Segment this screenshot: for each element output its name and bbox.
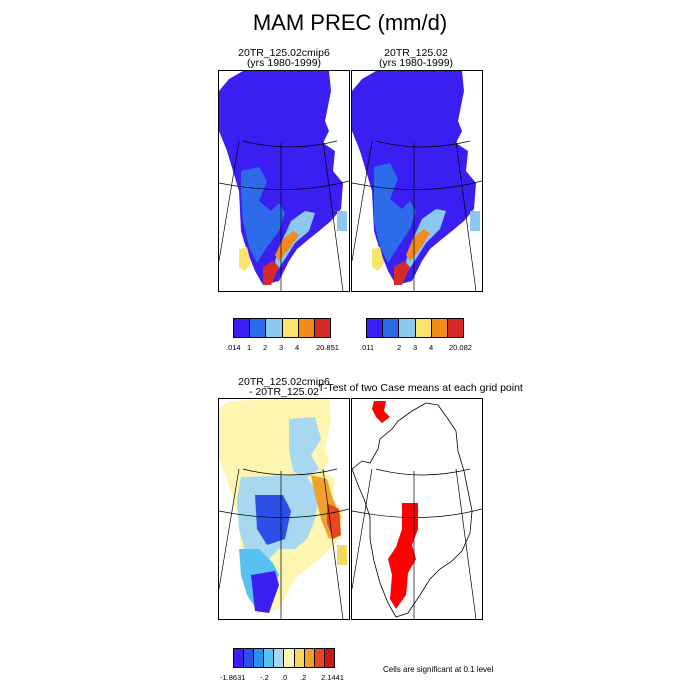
greenland-coastline — [352, 402, 473, 618]
colorbar-swatch — [431, 319, 448, 337]
colorbar-label: 3 — [413, 343, 418, 352]
panel-3-minus-case: - 20TR_125.02 — [248, 386, 320, 398]
region-negative-diff — [255, 495, 291, 545]
colorbar-label: 3 — [279, 343, 284, 352]
colorbar-swatch — [367, 319, 384, 337]
colorbar-label: .011 — [360, 343, 375, 352]
region-iceland-diff — [337, 545, 347, 565]
latitude-line — [375, 468, 471, 476]
longitude-line — [219, 140, 240, 262]
colorbar-swatch — [234, 649, 245, 667]
region-highest-precip — [394, 261, 410, 285]
panel-2-title: 20TR_125.02 (yrs 1980-1999) — [351, 47, 481, 69]
panel-4-title: T-Test of two Case means at each grid po… — [318, 382, 523, 394]
region-low-precip — [241, 167, 285, 263]
colorbar-label: 4 — [429, 343, 434, 352]
colorbar-swatch — [254, 649, 265, 667]
colorbar-case1 — [233, 318, 331, 338]
longitude-line — [322, 140, 344, 291]
colorbar-swatch — [274, 649, 285, 667]
panel-3-title: 20TR_125.02cmip6 - 20TR_125.02 — [219, 376, 349, 398]
colorbar-difference — [233, 648, 335, 668]
colorbar-swatch — [294, 649, 305, 667]
panel-1-case: 20TR_125.02cmip6 — [238, 47, 330, 59]
map-panel-ttest — [351, 398, 483, 620]
colorbar-swatch — [447, 319, 464, 337]
latitude-line — [219, 180, 349, 190]
region-strong-negative-diff — [251, 571, 279, 613]
colorbar-swatch — [264, 649, 275, 667]
colorbar-swatch — [298, 319, 315, 337]
colorbar-swatch — [284, 649, 295, 667]
panel-1-title: 20TR_125.02cmip6 (yrs 1980-1999) — [219, 47, 349, 69]
region-iceland-precip — [337, 211, 347, 231]
colorbar-swatch — [324, 649, 334, 667]
region-highest-precip — [263, 261, 279, 285]
latitude-line — [242, 468, 338, 476]
colorbar-swatch — [244, 649, 255, 667]
panel-3-case: 20TR_125.02cmip6 — [238, 376, 330, 388]
region-moderate-precip — [239, 247, 251, 271]
map-panel-case2 — [351, 70, 483, 292]
colorbar-swatch — [250, 319, 267, 337]
colorbar-swatch — [266, 319, 283, 337]
latitude-line — [242, 140, 338, 148]
longitude-line — [352, 140, 373, 262]
longitude-line — [219, 468, 240, 590]
figure-title: MAM PREC (mm/d) — [252, 10, 448, 35]
colorbar-label: .0 — [281, 673, 288, 682]
colorbar-swatch — [314, 319, 331, 337]
longitude-line — [352, 468, 373, 590]
significance-note: Cells are significant at 0.1 level — [383, 665, 494, 674]
colorbar-label: 4 — [295, 343, 300, 352]
map-case2-plot — [352, 71, 482, 291]
colorbar-label: -1.8631 — [220, 673, 246, 682]
colorbar-swatch — [314, 649, 325, 667]
panel-2-case: 20TR_125.02 — [384, 47, 448, 59]
latitude-line — [375, 140, 471, 148]
colorbar-label: 2 — [263, 343, 268, 352]
colorbar-swatch — [399, 319, 416, 337]
latitude-line — [352, 180, 482, 190]
colorbar-swatch — [282, 319, 299, 337]
region-high-precip — [406, 229, 430, 261]
map-difference-plot — [219, 399, 349, 619]
map-panel-difference — [218, 398, 350, 620]
region-mid-precip — [406, 209, 446, 271]
colorbar-case2 — [366, 318, 464, 338]
colorbar-label: 1 — [247, 343, 252, 352]
significant-cells-north — [372, 401, 390, 423]
longitude-line — [455, 140, 477, 291]
colorbar-label: 2 — [397, 343, 402, 352]
map-panel-case1 — [218, 70, 350, 292]
region-moderate-precip — [372, 247, 384, 271]
colorbar-swatch — [234, 319, 251, 337]
colorbar-label: .014 — [226, 343, 241, 352]
panel-1-years: (yrs 1980-1999) — [246, 57, 322, 69]
map-case1-plot — [219, 71, 349, 291]
colorbar-label: -.2 — [260, 673, 269, 682]
region-iceland-precip — [470, 211, 480, 231]
latitude-line — [219, 508, 349, 518]
colorbar-label: 20.082 — [449, 343, 472, 352]
region-mid-precip — [275, 211, 315, 271]
longitude-line — [455, 468, 477, 619]
panel-2-years: (yrs 1980-1999) — [378, 57, 454, 69]
colorbar-swatch — [415, 319, 432, 337]
colorbar-label: 2.1441 — [321, 673, 344, 682]
colorbar-label: .2 — [300, 673, 307, 682]
significant-cells-west — [388, 503, 418, 609]
latitude-line — [352, 508, 482, 518]
region-slight-negative-diff — [289, 417, 321, 479]
longitude-line — [322, 468, 344, 619]
colorbar-swatch — [383, 319, 400, 337]
map-ttest-plot — [352, 401, 482, 619]
colorbar-swatch — [304, 649, 315, 667]
colorbar-label: 20.851 — [316, 343, 339, 352]
